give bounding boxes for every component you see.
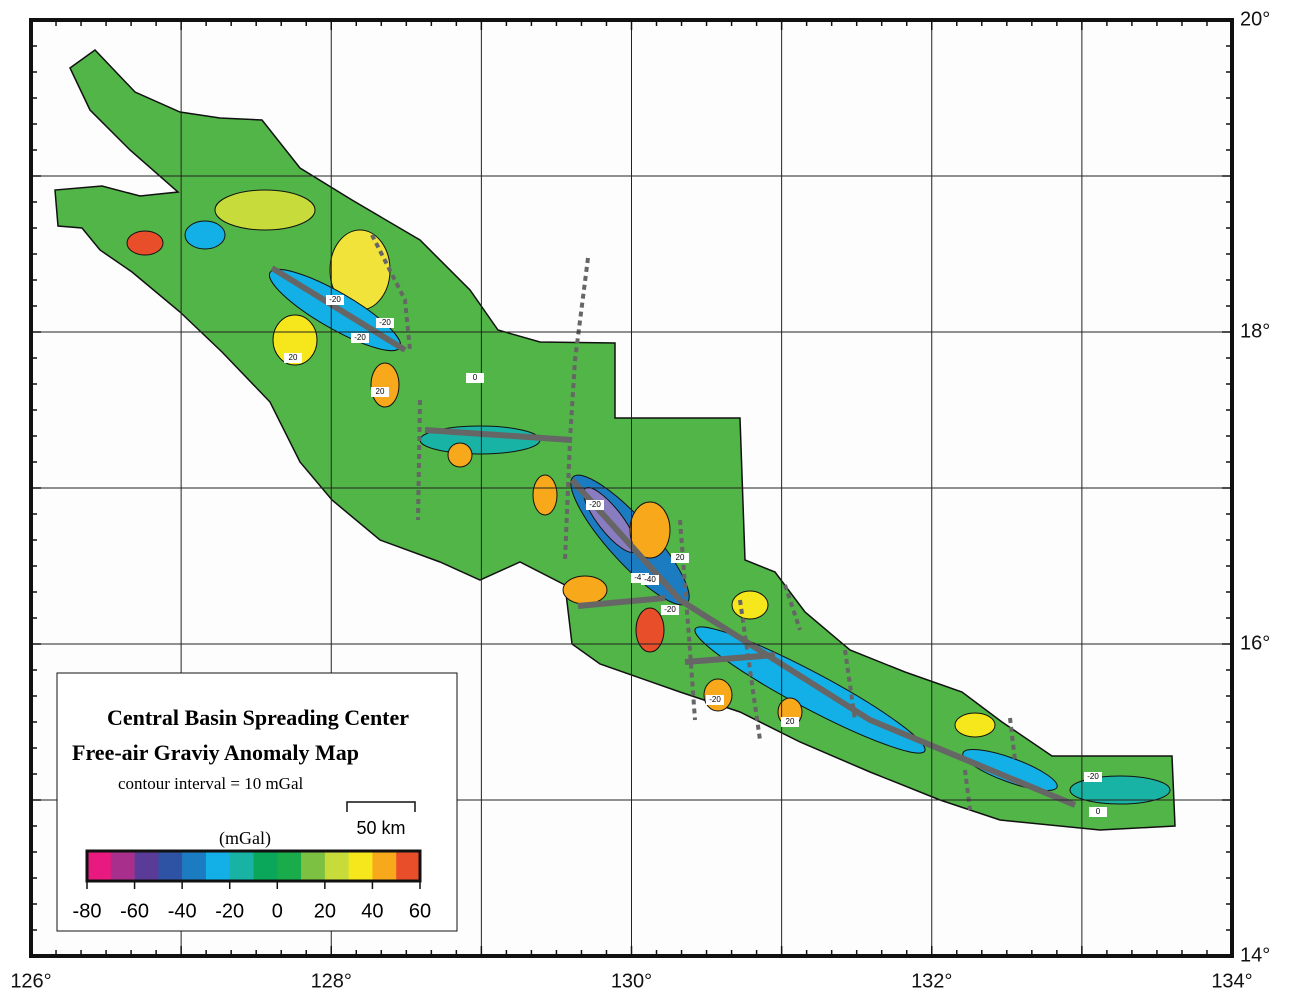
page: -20 -20 20 -20 0 20 -40 -20 20 -20 -40 -20 20 -20 0 12… xyxy=(0,0,1304,1002)
x-axis-label: 132° xyxy=(911,970,952,992)
colorbar-cell xyxy=(396,851,420,881)
colorbar-tick-label: 60 xyxy=(409,900,431,922)
high-anomaly xyxy=(732,591,768,619)
high-anomaly xyxy=(955,713,995,737)
low-anomaly xyxy=(185,221,225,249)
colorbar-tick-label: -20 xyxy=(215,900,244,922)
colorbar-cell xyxy=(230,851,254,881)
high-anomaly xyxy=(127,231,163,255)
contour-label: 20 xyxy=(676,553,685,562)
colorbar-cell xyxy=(206,851,230,881)
contour-label: -40 xyxy=(644,575,656,584)
high-anomaly xyxy=(563,576,607,604)
legend-subtitle: Free-air Graviy Anomaly Map xyxy=(72,740,359,765)
scale-label: 50 km xyxy=(356,818,405,838)
x-axis-label: 126° xyxy=(10,970,51,992)
colorbar-tick-label: -80 xyxy=(73,900,102,922)
colorbar-tick-label: -60 xyxy=(120,900,149,922)
y-axis-label: 14° xyxy=(1240,944,1270,966)
x-axis-label: 134° xyxy=(1211,970,1252,992)
colorbar-cell xyxy=(182,851,206,881)
contour-label: -20 xyxy=(329,295,341,304)
colorbar-cell xyxy=(325,851,349,881)
contour-label: 20 xyxy=(376,387,385,396)
colorbar-cell xyxy=(254,851,278,881)
high-anomaly xyxy=(533,475,557,515)
high-anomaly xyxy=(636,608,664,652)
x-axis-label: 128° xyxy=(311,970,352,992)
legend: Central Basin Spreading Center Free-air … xyxy=(57,673,457,931)
contour-label: -20 xyxy=(664,605,676,614)
colorbar-tick-label: 20 xyxy=(314,900,336,922)
colorbar-unit: (mGal) xyxy=(219,828,271,849)
contour-label: 0 xyxy=(473,373,478,382)
y-axis-label: 16° xyxy=(1240,632,1270,654)
contour-label: 20 xyxy=(289,353,298,362)
high-anomaly xyxy=(371,363,399,407)
contour-interval: contour interval = 10 mGal xyxy=(118,774,303,793)
colorbar-cell xyxy=(135,851,159,881)
y-axis-label: 20° xyxy=(1240,8,1270,30)
y-axis-label: 18° xyxy=(1240,320,1270,342)
colorbar-cell xyxy=(301,851,325,881)
colorbar-cell xyxy=(349,851,373,881)
contour-label: -20 xyxy=(354,333,366,342)
x-axis-label: 130° xyxy=(611,970,652,992)
contour-label: -20 xyxy=(1087,772,1099,781)
colorbar-cell xyxy=(372,851,396,881)
high-anomaly xyxy=(448,443,472,467)
contour-label: -20 xyxy=(709,695,721,704)
colorbar-cell xyxy=(87,851,111,881)
high-anomaly xyxy=(215,190,315,230)
contour-label: -20 xyxy=(379,318,391,327)
contour-label: 0 xyxy=(1096,807,1101,816)
legend-title: Central Basin Spreading Center xyxy=(107,705,409,730)
colorbar-tick-label: 40 xyxy=(361,900,383,922)
colorbar-cell xyxy=(111,851,135,881)
map: -20 -20 20 -20 0 20 -40 -20 20 -20 -40 -20 20 -20 0 12… xyxy=(0,0,1304,997)
colorbar-cell xyxy=(277,851,301,881)
colorbar-tick-label: -40 xyxy=(168,900,197,922)
contour-label: 20 xyxy=(786,717,795,726)
colorbar-tick-label: 0 xyxy=(272,900,283,922)
contour-label: -20 xyxy=(589,500,601,509)
colorbar-cell xyxy=(158,851,182,881)
